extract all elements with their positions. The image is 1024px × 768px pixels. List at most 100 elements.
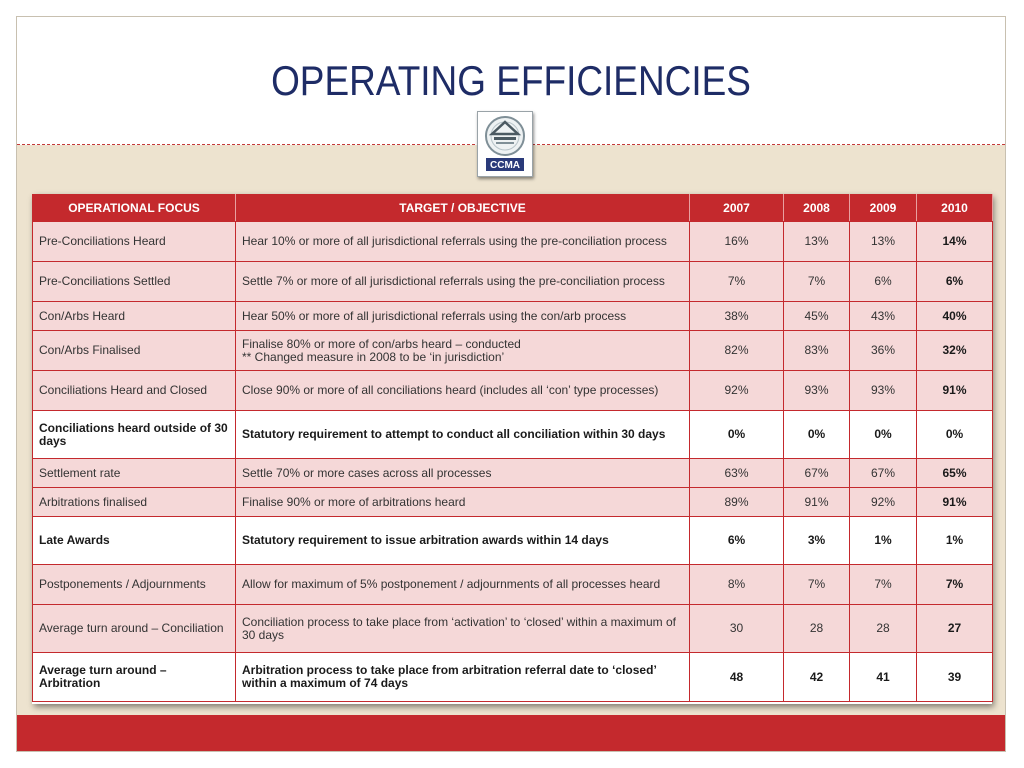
target-text: Hear 10% or more of all jurisdictional r… bbox=[242, 234, 667, 248]
target-text: Conciliation process to take place from … bbox=[242, 614, 676, 642]
cell-target-objective: Close 90% or more of all conciliations h… bbox=[235, 370, 690, 411]
ccma-logo-graphic: CCMA bbox=[485, 116, 525, 171]
cell-2010: 7% bbox=[916, 564, 993, 605]
cell-2010: 39 bbox=[916, 652, 993, 702]
cell-2008: 91% bbox=[783, 487, 850, 517]
header-operational-focus: OPERATIONAL FOCUS bbox=[32, 194, 236, 222]
table-row: Conciliations Heard and Closed Close 90% … bbox=[32, 370, 993, 411]
table-row: Postponements / Adjournments Allow for ma… bbox=[32, 564, 993, 605]
cell-operational-focus: Conciliations Heard and Closed bbox=[32, 370, 236, 411]
cell-2009: 6% bbox=[849, 261, 917, 302]
cell-operational-focus: Late Awards bbox=[32, 516, 236, 565]
target-text: Finalise 90% or more of arbitrations hea… bbox=[242, 494, 466, 509]
cell-2010: 32% bbox=[916, 330, 993, 371]
cell-2010: 1% bbox=[916, 516, 993, 565]
header-target-objective: TARGET / OBJECTIVE bbox=[235, 194, 690, 222]
cell-2009: 43% bbox=[849, 301, 917, 331]
target-text: Hear 50% or more of all jurisdictional r… bbox=[242, 308, 627, 323]
cell-operational-focus: Settlement rate bbox=[32, 458, 236, 488]
cell-2008: 28 bbox=[783, 604, 850, 653]
cell-2009: 92% bbox=[849, 487, 917, 517]
cell-2010: 91% bbox=[916, 370, 993, 411]
table-row: Average turn around – Conciliation Concil… bbox=[32, 604, 993, 653]
target-text: Settle 70% or more cases across all proc… bbox=[242, 465, 492, 480]
header-2009: 2009 bbox=[849, 194, 917, 222]
cell-2010: 0% bbox=[916, 410, 993, 459]
efficiency-table-container: OPERATIONAL FOCUS TARGET / OBJECTIVE 200… bbox=[32, 194, 993, 704]
cell-2008: 93% bbox=[783, 370, 850, 411]
cell-2009: 28 bbox=[849, 604, 917, 653]
cell-2010: 14% bbox=[916, 221, 993, 262]
table-row: Late Awards Statutory requirement to issu… bbox=[32, 516, 993, 565]
target-text: Allow for maximum of 5% postponement / a… bbox=[242, 577, 661, 591]
cell-operational-focus: Average turn around – Arbitration bbox=[32, 652, 236, 702]
header-2007: 2007 bbox=[689, 194, 784, 222]
header-2010: 2010 bbox=[916, 194, 993, 222]
logo-text: CCMA bbox=[490, 160, 520, 171]
cell-2009: 13% bbox=[849, 221, 917, 262]
cell-2009: 36% bbox=[849, 330, 917, 371]
cell-2007: 89% bbox=[689, 487, 784, 517]
table-header-row: OPERATIONAL FOCUS TARGET / OBJECTIVE 200… bbox=[32, 194, 993, 222]
table-row: Con/Arbs Finalised Finalise 80% or more o… bbox=[32, 330, 993, 371]
cell-2008: 3% bbox=[783, 516, 850, 565]
cell-2009: 41 bbox=[849, 652, 917, 702]
table-row: Conciliations heard outside of 30 days St… bbox=[32, 410, 993, 459]
cell-2007: 0% bbox=[689, 410, 784, 459]
cell-2009: 1% bbox=[849, 516, 917, 565]
cell-2007: 7% bbox=[689, 261, 784, 302]
cell-2008: 7% bbox=[783, 564, 850, 605]
cell-target-objective: Finalise 90% or more of arbitrations hea… bbox=[235, 487, 690, 517]
page-title: OPERATING EFFICIENCIES bbox=[271, 57, 751, 104]
cell-target-objective: Finalise 80% or more of con/arbs heard –… bbox=[235, 330, 690, 371]
footer-bar bbox=[17, 715, 1005, 751]
cell-2010: 91% bbox=[916, 487, 993, 517]
cell-operational-focus: Average turn around – Conciliation bbox=[32, 604, 236, 653]
target-text: Close 90% or more of all conciliations h… bbox=[242, 383, 659, 397]
target-text: Settle 7% or more of all jurisdictional … bbox=[242, 274, 665, 288]
cell-operational-focus: Con/Arbs Heard bbox=[32, 301, 236, 331]
table-row: Arbitrations finalised Finalise 90% or mo… bbox=[32, 487, 993, 517]
cell-2007: 82% bbox=[689, 330, 784, 371]
cell-2007: 38% bbox=[689, 301, 784, 331]
cell-target-objective: Arbitration process to take place from a… bbox=[235, 652, 690, 702]
ccma-logo-icon: CCMA bbox=[477, 111, 533, 177]
cell-2009: 67% bbox=[849, 458, 917, 488]
cell-2007: 63% bbox=[689, 458, 784, 488]
target-text: Finalise 80% or more of con/arbs heard –… bbox=[242, 336, 521, 351]
cell-operational-focus: Conciliations heard outside of 30 days bbox=[32, 410, 236, 459]
cell-2007: 6% bbox=[689, 516, 784, 565]
header-2008: 2008 bbox=[783, 194, 850, 222]
cell-2008: 67% bbox=[783, 458, 850, 488]
cell-2009: 7% bbox=[849, 564, 917, 605]
target-text: Statutory requirement to issue arbitrati… bbox=[242, 533, 609, 547]
cell-target-objective: Hear 10% or more of all jurisdictional r… bbox=[235, 221, 690, 262]
cell-target-objective: Statutory requirement to issue arbitrati… bbox=[235, 516, 690, 565]
cell-2007: 8% bbox=[689, 564, 784, 605]
cell-operational-focus: Pre-Conciliations Settled bbox=[32, 261, 236, 302]
cell-2008: 0% bbox=[783, 410, 850, 459]
efficiency-table: OPERATIONAL FOCUS TARGET / OBJECTIVE 200… bbox=[32, 194, 993, 702]
cell-2007: 92% bbox=[689, 370, 784, 411]
cell-2007: 30 bbox=[689, 604, 784, 653]
table-row: Pre-Conciliations Settled Settle 7% or mo… bbox=[32, 261, 993, 302]
target-text: Arbitration process to take place from a… bbox=[242, 663, 657, 690]
cell-2009: 93% bbox=[849, 370, 917, 411]
cell-2010: 65% bbox=[916, 458, 993, 488]
cell-2008: 45% bbox=[783, 301, 850, 331]
cell-target-objective: Conciliation process to take place from … bbox=[235, 604, 690, 653]
cell-operational-focus: Pre-Conciliations Heard bbox=[32, 221, 236, 262]
cell-target-objective: Allow for maximum of 5% postponement / a… bbox=[235, 564, 690, 605]
cell-target-objective: Settle 70% or more cases across all proc… bbox=[235, 458, 690, 488]
target-note: ** Changed measure in 2008 to be ‘in jur… bbox=[242, 349, 505, 364]
cell-operational-focus: Con/Arbs Finalised bbox=[32, 330, 236, 371]
cell-2007: 48 bbox=[689, 652, 784, 702]
cell-2008: 13% bbox=[783, 221, 850, 262]
cell-target-objective: Statutory requirement to attempt to cond… bbox=[235, 410, 690, 459]
table-row: Con/Arbs Heard Hear 50% or more of all ju… bbox=[32, 301, 993, 331]
cell-target-objective: Settle 7% or more of all jurisdictional … bbox=[235, 261, 690, 302]
cell-operational-focus: Postponements / Adjournments bbox=[32, 564, 236, 605]
slide-frame: OPERATING EFFICIENCIES CCMA OPERATIONAL … bbox=[16, 16, 1006, 752]
cell-2007: 16% bbox=[689, 221, 784, 262]
target-text: Statutory requirement to attempt to cond… bbox=[242, 427, 666, 441]
